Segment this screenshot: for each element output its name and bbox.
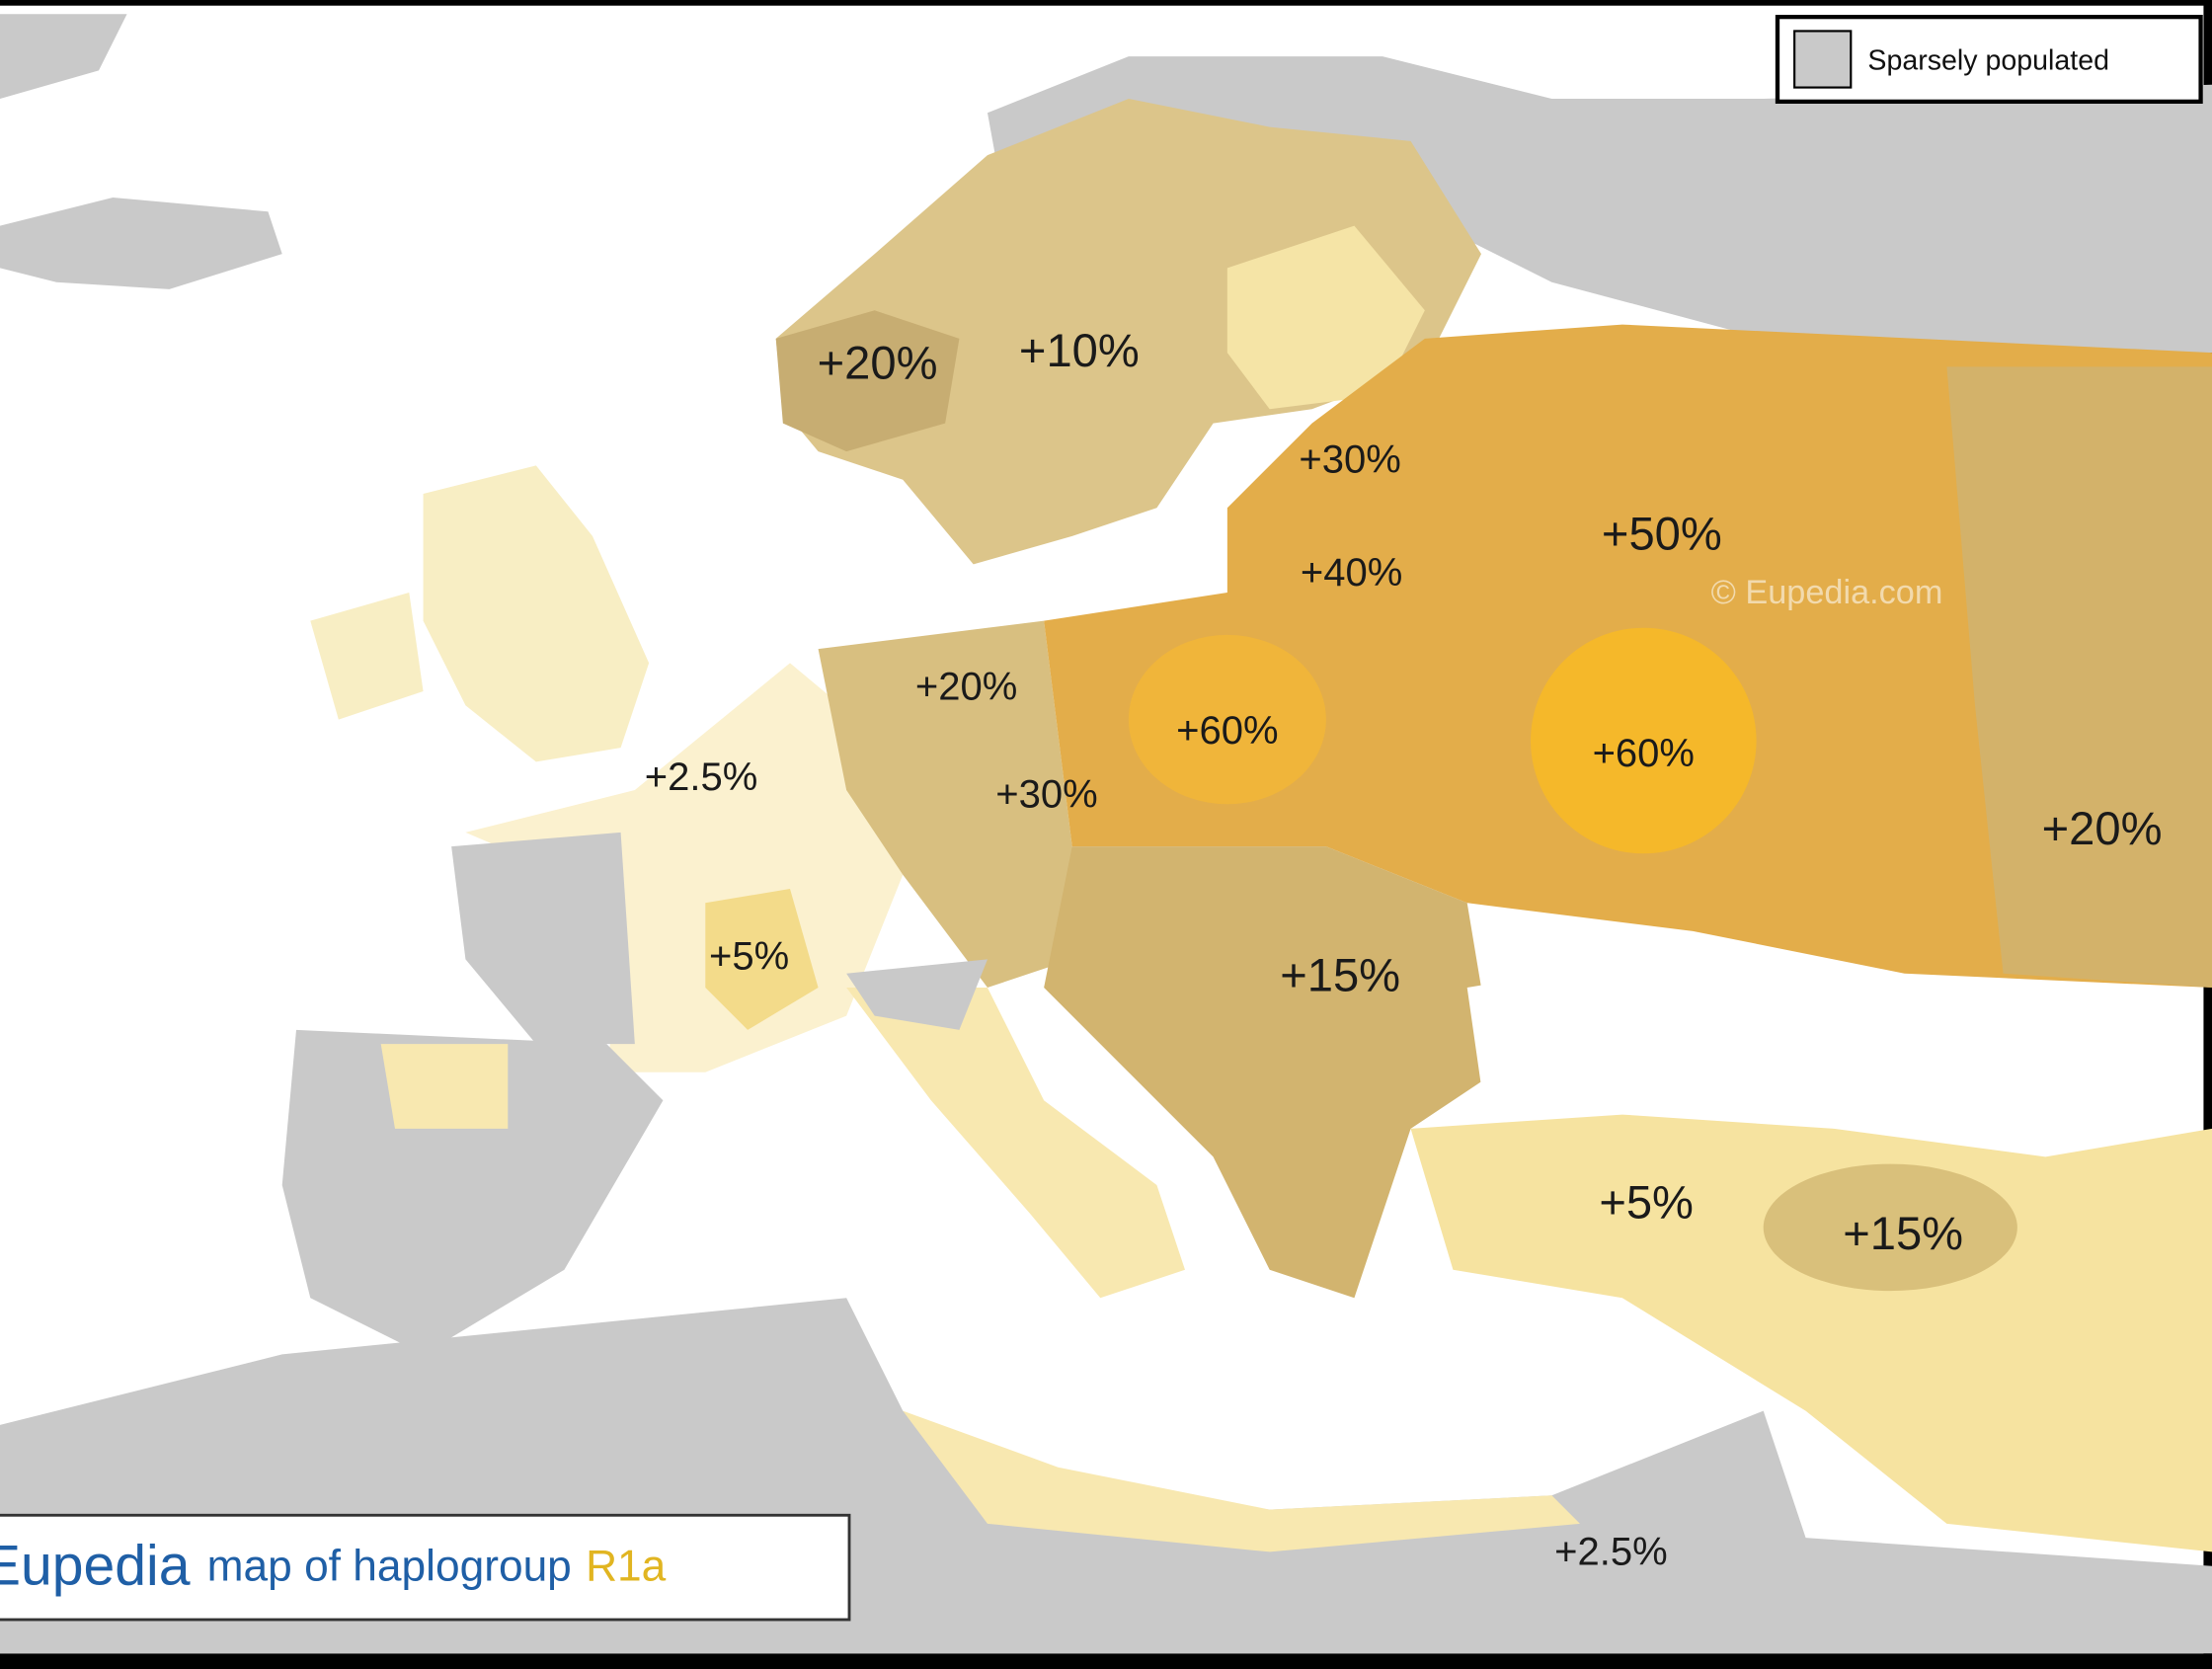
iberia-north bbox=[380, 1044, 509, 1129]
south-france bbox=[705, 889, 819, 1030]
libya-coast bbox=[903, 1410, 1580, 1552]
finland bbox=[1226, 225, 1425, 410]
region-label: +2.5% bbox=[645, 755, 758, 799]
title-text: map of haplogroup bbox=[207, 1542, 572, 1590]
region-labels: +20% +10% +30% +50% +40% +20% +60% +60% +2.5% +30… bbox=[645, 324, 2163, 1574]
region-label: +50% bbox=[1602, 508, 1722, 560]
title: Eupedia map of haplogroup R1a bbox=[0, 1535, 667, 1598]
ukraine-peak bbox=[1531, 627, 1757, 854]
region-label: +20% bbox=[2042, 802, 2163, 854]
region-label: +5% bbox=[1599, 1176, 1694, 1229]
volga bbox=[1946, 366, 2212, 988]
legend-swatch bbox=[1793, 30, 1853, 89]
watermark: © Eupedia.com bbox=[1711, 574, 1943, 611]
sparse-france bbox=[451, 832, 635, 1045]
italy bbox=[846, 988, 1185, 1299]
norway-core bbox=[775, 310, 960, 452]
iceland bbox=[0, 198, 282, 289]
greenland bbox=[0, 14, 127, 100]
region-label: +30% bbox=[1299, 438, 1400, 482]
region-label: +30% bbox=[995, 772, 1097, 816]
britain bbox=[423, 465, 650, 762]
title-brand: Eupedia bbox=[0, 1535, 191, 1598]
balkans bbox=[1044, 846, 1496, 1299]
black-sea bbox=[1466, 959, 1905, 1115]
region-label: +60% bbox=[1593, 732, 1695, 775]
region-label: +2.5% bbox=[1554, 1530, 1668, 1573]
legend-label: Sparsely populated bbox=[1867, 44, 2109, 76]
region-label: +40% bbox=[1301, 551, 1402, 595]
scandinavia bbox=[775, 99, 1481, 565]
germany bbox=[818, 620, 1072, 988]
ireland bbox=[310, 593, 424, 720]
title-haplogroup: R1a bbox=[586, 1542, 667, 1590]
poland-peak bbox=[1128, 634, 1326, 805]
title-box bbox=[0, 1513, 851, 1622]
region-label: +60% bbox=[1176, 709, 1278, 753]
region-label: +10% bbox=[1019, 324, 1140, 376]
region-label: +5% bbox=[709, 935, 789, 979]
region-label: +20% bbox=[818, 337, 938, 389]
region-label: +15% bbox=[1280, 949, 1400, 1001]
watermark: © Eupedia.com bbox=[39, 872, 329, 919]
region-label: +20% bbox=[915, 666, 1017, 709]
iberia bbox=[281, 1029, 664, 1355]
anatolia-east bbox=[1763, 1163, 2017, 1292]
alps bbox=[846, 959, 988, 1030]
region-label: +15% bbox=[1843, 1207, 1963, 1259]
